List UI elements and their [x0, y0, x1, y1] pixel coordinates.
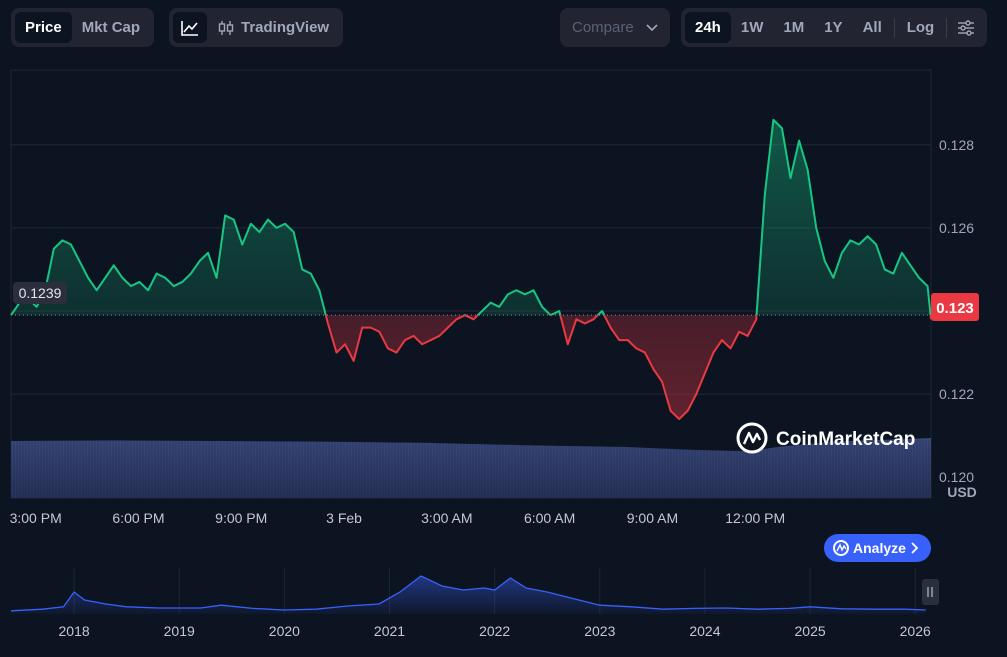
coinmarketcap-watermark: CoinMarketCap [736, 422, 915, 454]
navigator-year-label: 2019 [164, 623, 195, 639]
price-line-up [10, 118, 932, 316]
x-tick-label: 3:00 PM [10, 510, 62, 526]
price-area [10, 118, 932, 421]
price-area-up [11, 119, 931, 316]
x-tick-label: 9:00 PM [215, 510, 267, 526]
candlestick-icon [218, 20, 234, 35]
time-range-switch: 24h 1W 1M 1Y All Log [681, 8, 988, 47]
watermark-text: CoinMarketCap [776, 429, 915, 450]
navigator-year-label: 2026 [900, 623, 931, 639]
line-chart-icon [181, 20, 198, 36]
chart-toolbar: Price Mkt Cap TradingView Compare 24h 1W [0, 8, 1007, 48]
y-tick-label: 0.128 [939, 137, 974, 153]
navigator-year-label: 2022 [479, 623, 510, 639]
volume-bars [10, 438, 931, 498]
settings-button[interactable] [949, 12, 983, 43]
range-1y[interactable]: 1Y [824, 19, 843, 36]
range-divider [893, 17, 895, 38]
open-price-value: 0.1239 [19, 285, 62, 301]
line-chart-button[interactable] [173, 12, 207, 43]
x-axis-labels: 3:00 PM 6:00 PM 9:00 PM 3 Feb 3:00 AM 6:00 AM… [10, 510, 786, 526]
analyze-logo-icon [833, 540, 849, 556]
navigator-series [10, 575, 926, 614]
current-price-value: 0.123 [936, 300, 974, 317]
chevron-down-icon [646, 23, 658, 31]
analyze-button[interactable]: Analyze [824, 534, 931, 562]
navigator-area [11, 576, 926, 614]
y-tick-label: 0.122 [939, 386, 974, 402]
chart-style-switch: TradingView [169, 8, 344, 47]
chevron-right-icon [911, 542, 919, 554]
y-tick-label: 0.126 [939, 220, 974, 236]
x-tick-label: 3 Feb [326, 510, 362, 526]
range-all[interactable]: All [862, 19, 882, 36]
navigator-line [10, 575, 926, 612]
x-tick-label: 6:00 AM [524, 510, 575, 526]
x-tick-label: 6:00 PM [112, 510, 164, 526]
volume-area [11, 438, 931, 498]
settings-divider [946, 17, 948, 38]
currency-label: USD [947, 484, 977, 500]
open-price-badge: 0.1239 [13, 282, 67, 304]
navigator-year-label: 2024 [689, 623, 720, 639]
log-scale-button[interactable]: Log [906, 19, 935, 36]
tradingview-button[interactable]: TradingView [207, 12, 339, 43]
x-tick-label: 9:00 AM [627, 510, 678, 526]
current-price-badge: 0.123 [931, 293, 979, 321]
navigator-year-label: 2023 [584, 623, 615, 639]
price-area-down [325, 315, 931, 420]
compare-label: Compare [572, 19, 634, 36]
mktcap-tab[interactable]: Mkt Cap [81, 19, 141, 36]
coinmarketcap-logo-icon [736, 422, 768, 454]
x-tick-label: 3:00 AM [421, 510, 472, 526]
navigator-year-labels: 2018 2019 2020 2021 2022 2023 2024 2025 2026 [59, 623, 932, 639]
analyze-label: Analyze [853, 540, 906, 556]
price-tab[interactable]: Price [15, 12, 72, 43]
navigator-year-label: 2021 [374, 623, 405, 639]
tradingview-label: TradingView [241, 19, 330, 36]
settings-sliders-icon [958, 19, 975, 36]
chart-mode-switch: Price Mkt Cap [11, 8, 155, 47]
price-line-down [11, 315, 932, 421]
x-tick-label: 12:00 PM [725, 510, 785, 526]
y-tick-label: 0.120 [939, 469, 974, 485]
range-1w[interactable]: 1W [740, 19, 764, 36]
range-24h[interactable]: 24h [685, 12, 731, 43]
navigator-handle[interactable] [922, 579, 939, 605]
navigator-year-label: 2025 [795, 623, 826, 639]
compare-dropdown[interactable]: Compare [560, 8, 670, 47]
navigator-year-label: 2018 [59, 623, 90, 639]
history-navigator[interactable]: 2018 2019 2020 2021 2022 2023 2024 2025 2026 [10, 566, 939, 639]
navigator-year-label: 2020 [269, 623, 300, 639]
range-1m[interactable]: 1M [783, 19, 805, 36]
